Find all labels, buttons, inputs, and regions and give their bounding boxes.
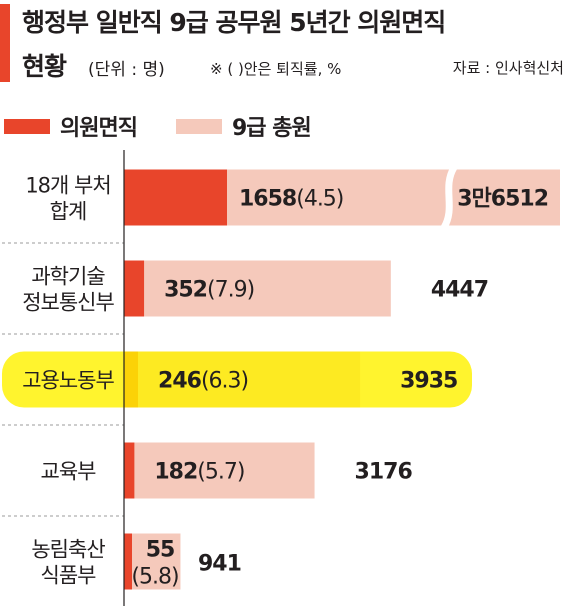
category-label: 과학기술 정보통신부 xyxy=(22,265,114,315)
value-label-total: 4447 xyxy=(431,278,488,303)
value-label-resigned: 352(7.9) xyxy=(164,278,254,303)
bar-total xyxy=(124,533,181,590)
value-label-rate: (7.9) xyxy=(207,278,254,303)
value-label-rate: (4.5) xyxy=(296,187,343,212)
title-accent-bar xyxy=(0,4,10,82)
value-label-resigned: 55 xyxy=(146,538,175,563)
category-label-line: 교육부 xyxy=(41,460,97,484)
axis-break-mark xyxy=(440,165,458,230)
legend-swatch-resigned xyxy=(4,118,50,134)
legend-label-total: 9급 총원 xyxy=(232,116,312,141)
highlight-marker xyxy=(2,351,472,408)
category-label-line: 합계 xyxy=(50,200,87,224)
category-label: 교육부 xyxy=(41,460,97,484)
category-label: 고용노동부 xyxy=(22,369,114,393)
category-label-line: 고용노동부 xyxy=(22,369,114,393)
bar-resigned xyxy=(124,260,145,317)
value-label-rate: (6.3) xyxy=(201,369,248,394)
bar-chart: 18개 부처 합계 1658(4.5) 3만6512 과학기술 정보통신부 352(7.9)… xyxy=(2,150,560,606)
value-label-total: 3935 xyxy=(400,369,457,394)
value-label-resigned: 246(6.3) xyxy=(158,369,248,394)
rate-note: ※ ( )안은 퇴직률, % xyxy=(210,60,342,78)
value-label-rate: (5.7) xyxy=(197,460,244,485)
bar-total xyxy=(124,260,391,317)
category-label: 18개 부처 합계 xyxy=(25,174,110,224)
category-label-line: 농림축산 xyxy=(31,538,105,562)
category-label-line: 과학기술 xyxy=(31,265,105,289)
bar-resigned xyxy=(124,169,227,226)
unit-label: (단위 : 명) xyxy=(88,60,165,80)
chart-title: 행정부 일반직 9급 공무원 5년간 의원면직 xyxy=(22,8,446,37)
bar-resigned xyxy=(124,533,132,590)
legend-item-total: 9급 총원 xyxy=(176,110,312,142)
legend-item-resigned: 의원면직 xyxy=(4,110,138,142)
value-label-resigned: 182(5.7) xyxy=(154,460,244,485)
chart-title-line2: 현황 xyxy=(22,52,67,81)
source-label: 자료 : 인사혁신처 xyxy=(452,59,564,77)
category-label-line: 정보통신부 xyxy=(22,291,114,315)
category-label-line: 18개 부처 xyxy=(25,174,110,198)
legend-swatch-total xyxy=(176,118,222,134)
value-label-total: 3만6512 xyxy=(457,187,548,212)
value-label-total: 3176 xyxy=(355,460,413,485)
category-label: 농림축산 식품부 xyxy=(31,538,105,588)
category-label-line: 식품부 xyxy=(41,564,97,588)
value-label-total: 941 xyxy=(198,552,241,577)
bar-total xyxy=(124,442,315,499)
value-label-rate: (5.8) xyxy=(131,565,178,590)
value-label-resigned: 1658(4.5) xyxy=(239,187,343,212)
legend-label-resigned: 의원면직 xyxy=(60,116,138,141)
bar-resigned xyxy=(124,442,135,499)
